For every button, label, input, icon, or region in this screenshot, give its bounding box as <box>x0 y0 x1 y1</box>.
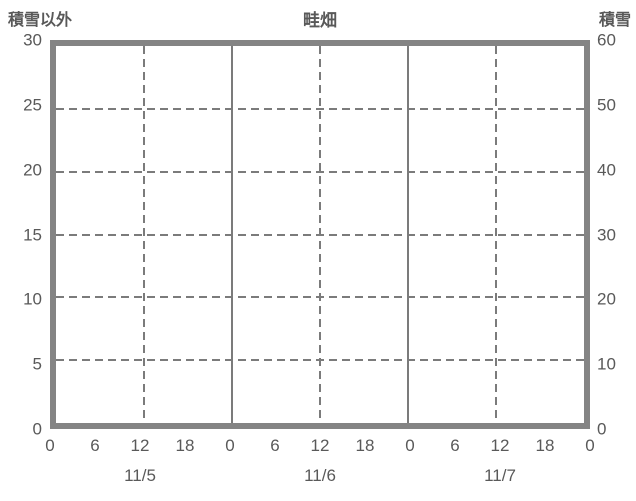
right-axis-title: 積雪 <box>598 12 631 29</box>
x-axis-ticks: 0 6 12 18 0 6 12 18 0 6 12 18 0 <box>45 436 594 457</box>
x-tick-label: 0 <box>225 436 235 455</box>
x-tick-label: 12 <box>130 436 150 455</box>
date-label: 11/6 <box>304 466 336 485</box>
y-tick-label-left: 20 <box>23 160 42 180</box>
left-axis-title: 積雪以外 <box>8 12 73 29</box>
gridline-vertical-dashed <box>143 46 145 423</box>
x-tick-label: 0 <box>585 436 595 455</box>
gridline-vertical-solid <box>231 46 233 423</box>
gridline-vertical-solid <box>407 46 409 423</box>
chart-title: 畦畑 <box>303 11 337 30</box>
left-axis-ticks: 0 5 10 15 20 25 30 <box>0 32 42 438</box>
x-tick-label: 18 <box>535 436 555 455</box>
y-tick-label-right: 20 <box>597 289 616 309</box>
x-tick-label: 6 <box>90 436 100 455</box>
y-tick-label-left: 10 <box>23 289 42 309</box>
gridline-vertical-dashed <box>319 46 321 423</box>
y-tick-label-left: 0 <box>32 419 42 439</box>
y-tick-label-left: 25 <box>23 95 42 115</box>
y-tick-label-right: 50 <box>597 95 616 115</box>
x-tick-label: 18 <box>175 436 195 455</box>
x-tick-label: 6 <box>450 436 460 455</box>
gridline-vertical-dashed <box>495 46 497 423</box>
x-tick-label: 0 <box>45 436 55 455</box>
right-axis-ticks: 0 10 20 30 40 50 60 <box>597 32 636 438</box>
y-tick-label-left: 30 <box>23 30 42 50</box>
x-tick-label: 0 <box>405 436 415 455</box>
y-tick-label-right: 10 <box>597 354 616 374</box>
y-tick-label-right: 60 <box>597 30 616 50</box>
date-label: 11/5 <box>124 466 156 485</box>
plot-area <box>50 40 590 429</box>
x-axis-date-labels: 11/5 11/6 11/7 <box>50 467 590 487</box>
y-tick-label-right: 0 <box>597 419 607 439</box>
x-tick-label: 18 <box>355 436 375 455</box>
y-tick-label-left: 5 <box>32 354 42 374</box>
y-tick-label-right: 30 <box>597 225 616 244</box>
date-label: 11/7 <box>484 466 516 485</box>
x-tick-label: 12 <box>310 436 330 455</box>
x-tick-label: 12 <box>490 436 510 455</box>
y-tick-label-right: 40 <box>597 160 616 180</box>
y-tick-label-left: 15 <box>23 225 42 244</box>
x-tick-label: 6 <box>270 436 280 455</box>
